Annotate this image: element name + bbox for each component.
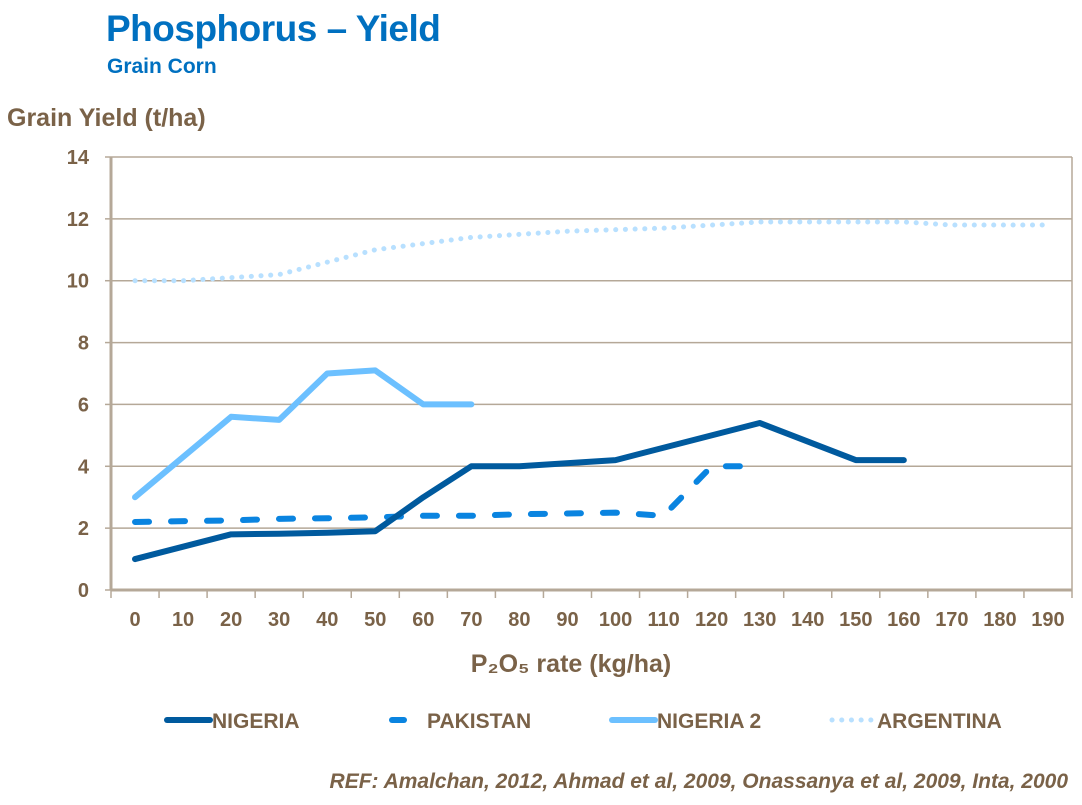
legend-label: NIGERIA <box>212 710 300 733</box>
x-tick-label: 170 <box>935 609 968 631</box>
x-tick-label: 100 <box>599 609 632 631</box>
chart-title: Phosphorus – Yield <box>106 8 441 49</box>
series-line-nigeria-2 <box>132 367 475 501</box>
x-tick-label: 80 <box>508 609 530 631</box>
series-line-nigeria <box>132 419 907 563</box>
x-tick-label: 70 <box>460 609 482 631</box>
x-tick-label: 50 <box>364 609 386 631</box>
x-tick-label: 180 <box>983 609 1016 631</box>
y-tick-label: 4 <box>78 456 90 478</box>
x-axis-label: P₂O₅ rate (kg/ha) <box>470 650 672 678</box>
y-tick-label: 8 <box>78 333 89 355</box>
x-tick-label: 10 <box>172 609 194 631</box>
x-tick-label: 150 <box>839 609 872 631</box>
y-tick-label: 0 <box>78 580 89 602</box>
x-tick-label: 160 <box>887 609 920 631</box>
y-tick-label: 2 <box>78 518 89 540</box>
legend-label: NIGERIA 2 <box>657 710 761 733</box>
chart-subtitle: Grain Corn <box>107 55 217 78</box>
x-tick-label: 120 <box>695 609 728 631</box>
legend-label: ARGENTINA <box>877 710 1002 733</box>
legend-label: PAKISTAN <box>427 710 531 733</box>
x-tick-label: 60 <box>412 609 434 631</box>
x-tick-label: 30 <box>268 609 290 631</box>
x-tick-label: 130 <box>743 609 776 631</box>
y-axis-label: Grain Yield (t/ha) <box>7 104 206 132</box>
x-tick-label: 190 <box>1031 609 1064 631</box>
series-line-pakistan <box>132 463 763 525</box>
series-line-argentina <box>132 219 1051 284</box>
y-tick-label: 10 <box>67 271 89 293</box>
y-tick-label: 14 <box>67 147 90 169</box>
x-tick-label: 110 <box>647 609 679 631</box>
x-tick-label: 20 <box>220 609 242 631</box>
reference-note: REF: Amalchan, 2012, Ahmad et al, 2009, … <box>329 770 1068 793</box>
x-tick-label: 140 <box>791 609 824 631</box>
x-tick-label: 0 <box>129 609 140 631</box>
y-tick-label: 12 <box>67 209 89 231</box>
y-tick-label: 6 <box>78 394 89 416</box>
x-tick-label: 40 <box>316 609 338 631</box>
x-tick-label: 90 <box>556 609 578 631</box>
